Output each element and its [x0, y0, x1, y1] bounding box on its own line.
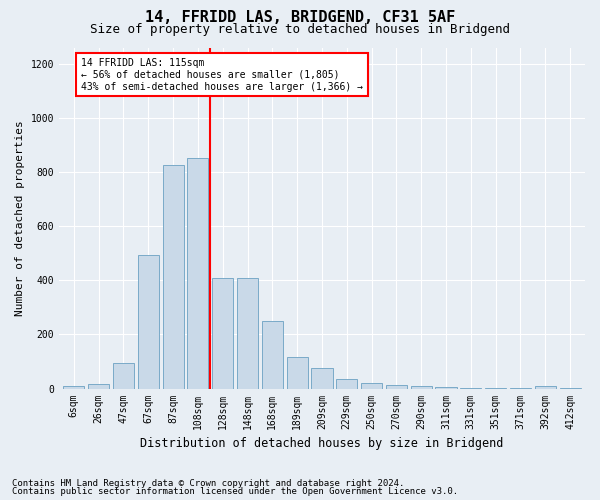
Bar — [386, 386, 407, 388]
Bar — [287, 358, 308, 388]
Bar — [187, 158, 208, 388]
Bar — [436, 387, 457, 388]
Text: Contains HM Land Registry data © Crown copyright and database right 2024.: Contains HM Land Registry data © Crown c… — [12, 478, 404, 488]
Bar — [237, 278, 258, 388]
Y-axis label: Number of detached properties: Number of detached properties — [15, 120, 25, 316]
Text: Contains public sector information licensed under the Open Government Licence v3: Contains public sector information licen… — [12, 487, 458, 496]
Text: Size of property relative to detached houses in Bridgend: Size of property relative to detached ho… — [90, 22, 510, 36]
Bar — [138, 254, 159, 388]
Bar — [361, 383, 382, 388]
Bar — [88, 384, 109, 388]
Bar — [212, 278, 233, 388]
Text: 14, FFRIDD LAS, BRIDGEND, CF31 5AF: 14, FFRIDD LAS, BRIDGEND, CF31 5AF — [145, 10, 455, 25]
Bar — [410, 386, 432, 388]
Bar — [535, 386, 556, 388]
Bar — [163, 165, 184, 388]
Bar — [311, 368, 332, 388]
Bar — [336, 379, 358, 388]
Bar — [113, 363, 134, 388]
Bar — [63, 386, 85, 388]
Bar — [262, 321, 283, 388]
X-axis label: Distribution of detached houses by size in Bridgend: Distribution of detached houses by size … — [140, 437, 503, 450]
Text: 14 FFRIDD LAS: 115sqm
← 56% of detached houses are smaller (1,805)
43% of semi-d: 14 FFRIDD LAS: 115sqm ← 56% of detached … — [81, 58, 363, 92]
